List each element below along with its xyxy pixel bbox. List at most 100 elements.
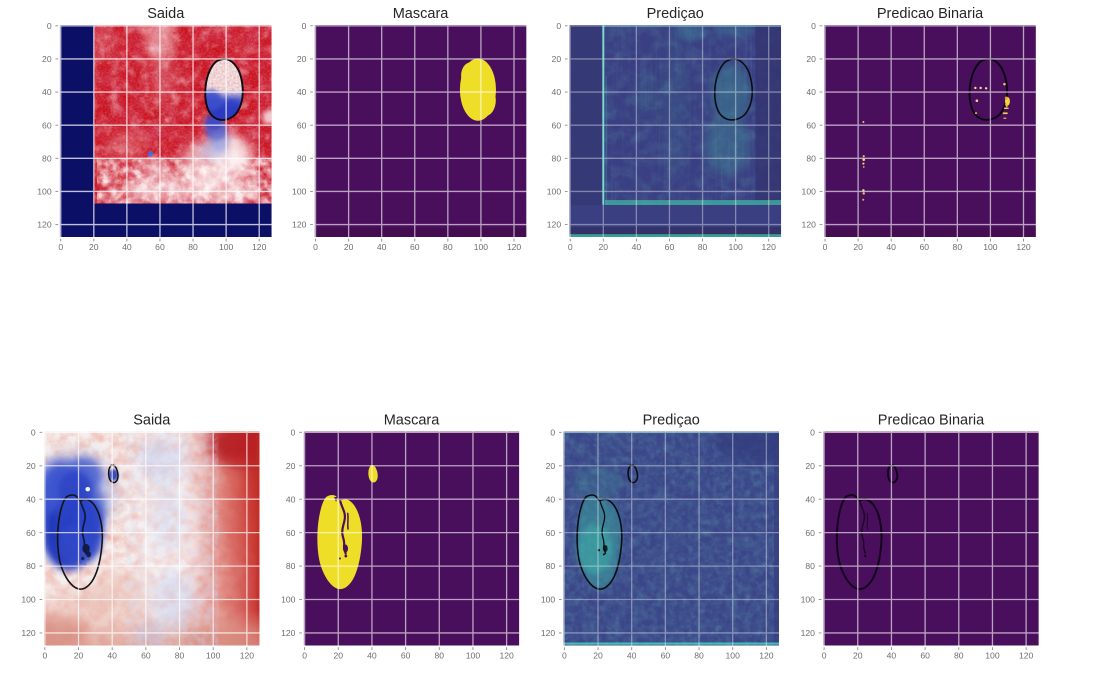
- svg-text:100: 100: [206, 650, 221, 660]
- svg-text:80: 80: [953, 242, 963, 252]
- svg-text:60: 60: [26, 528, 36, 538]
- svg-text:60: 60: [42, 120, 52, 130]
- svg-text:80: 80: [443, 242, 453, 252]
- svg-text:40: 40: [632, 242, 642, 252]
- svg-text:100: 100: [801, 595, 816, 605]
- svg-text:20: 20: [593, 650, 603, 660]
- svg-text:100: 100: [474, 242, 489, 252]
- svg-text:100: 100: [21, 595, 36, 605]
- svg-text:60: 60: [920, 650, 930, 660]
- svg-text:100: 100: [983, 242, 998, 252]
- svg-text:40: 40: [42, 87, 52, 97]
- svg-text:100: 100: [728, 242, 743, 252]
- svg-text:80: 80: [552, 153, 562, 163]
- svg-text:100: 100: [219, 242, 234, 252]
- svg-text:120: 120: [240, 650, 255, 660]
- svg-text:40: 40: [122, 242, 132, 252]
- svg-text:80: 80: [694, 650, 704, 660]
- svg-text:120: 120: [499, 650, 514, 660]
- svg-text:20: 20: [344, 242, 354, 252]
- svg-text:80: 80: [806, 153, 816, 163]
- svg-text:0: 0: [823, 242, 828, 252]
- svg-text:120: 120: [281, 628, 296, 638]
- svg-text:60: 60: [805, 528, 815, 538]
- svg-text:100: 100: [281, 595, 296, 605]
- svg-text:40: 40: [377, 242, 387, 252]
- svg-text:Predicao Binaria: Predicao Binaria: [877, 6, 984, 22]
- svg-text:Prediçao: Prediçao: [643, 412, 700, 428]
- svg-text:20: 20: [286, 461, 296, 471]
- svg-text:40: 40: [887, 650, 897, 660]
- svg-text:0: 0: [562, 650, 567, 660]
- svg-text:60: 60: [141, 650, 151, 660]
- svg-text:20: 20: [89, 242, 99, 252]
- svg-text:100: 100: [541, 595, 556, 605]
- svg-text:60: 60: [552, 120, 562, 130]
- svg-text:80: 80: [546, 561, 556, 571]
- svg-text:20: 20: [599, 242, 609, 252]
- svg-text:0: 0: [568, 242, 573, 252]
- svg-text:Mascara: Mascara: [393, 6, 450, 22]
- svg-text:40: 40: [26, 494, 36, 504]
- svg-text:80: 80: [26, 561, 36, 571]
- svg-text:120: 120: [759, 650, 774, 660]
- svg-text:60: 60: [155, 242, 165, 252]
- svg-text:0: 0: [31, 427, 36, 437]
- svg-text:20: 20: [552, 54, 562, 64]
- svg-text:120: 120: [1019, 650, 1034, 660]
- svg-text:0: 0: [47, 21, 52, 31]
- svg-text:40: 40: [805, 494, 815, 504]
- svg-text:80: 80: [297, 153, 307, 163]
- svg-text:120: 120: [541, 628, 556, 638]
- svg-text:20: 20: [297, 54, 307, 64]
- svg-text:20: 20: [333, 650, 343, 660]
- svg-text:120: 120: [802, 220, 817, 230]
- svg-text:0: 0: [822, 650, 827, 660]
- svg-text:0: 0: [302, 21, 307, 31]
- svg-text:0: 0: [42, 650, 47, 660]
- svg-text:60: 60: [286, 528, 296, 538]
- svg-text:60: 60: [401, 650, 411, 660]
- svg-text:80: 80: [805, 561, 815, 571]
- svg-text:20: 20: [805, 461, 815, 471]
- svg-text:100: 100: [547, 187, 562, 197]
- svg-text:0: 0: [291, 427, 296, 437]
- svg-text:120: 120: [762, 242, 777, 252]
- svg-text:0: 0: [550, 427, 555, 437]
- svg-text:60: 60: [410, 242, 420, 252]
- svg-text:20: 20: [42, 54, 52, 64]
- svg-text:40: 40: [286, 494, 296, 504]
- svg-text:0: 0: [810, 427, 815, 437]
- svg-text:Saida: Saida: [133, 412, 171, 428]
- svg-text:0: 0: [58, 242, 63, 252]
- svg-text:0: 0: [556, 21, 561, 31]
- svg-text:80: 80: [954, 650, 964, 660]
- svg-text:0: 0: [302, 650, 307, 660]
- svg-text:Prediçao: Prediçao: [647, 6, 704, 22]
- svg-text:100: 100: [726, 650, 741, 660]
- svg-text:Predicao Binaria: Predicao Binaria: [878, 412, 985, 428]
- svg-text:60: 60: [297, 120, 307, 130]
- svg-text:100: 100: [802, 187, 817, 197]
- svg-text:120: 120: [292, 220, 307, 230]
- svg-text:80: 80: [698, 242, 708, 252]
- svg-text:20: 20: [74, 650, 84, 660]
- svg-text:120: 120: [1016, 242, 1031, 252]
- svg-text:80: 80: [434, 650, 444, 660]
- svg-text:40: 40: [546, 494, 556, 504]
- svg-text:40: 40: [886, 242, 896, 252]
- svg-text:80: 80: [286, 561, 296, 571]
- svg-text:80: 80: [175, 650, 185, 660]
- svg-text:120: 120: [507, 242, 522, 252]
- svg-text:20: 20: [806, 54, 816, 64]
- svg-text:100: 100: [292, 187, 307, 197]
- svg-text:40: 40: [297, 87, 307, 97]
- svg-text:40: 40: [367, 650, 377, 660]
- svg-text:20: 20: [546, 461, 556, 471]
- svg-text:60: 60: [665, 242, 675, 252]
- svg-text:Saida: Saida: [147, 6, 185, 22]
- svg-text:0: 0: [811, 21, 816, 31]
- svg-text:60: 60: [806, 120, 816, 130]
- svg-text:120: 120: [21, 628, 36, 638]
- svg-text:Mascara: Mascara: [384, 412, 441, 428]
